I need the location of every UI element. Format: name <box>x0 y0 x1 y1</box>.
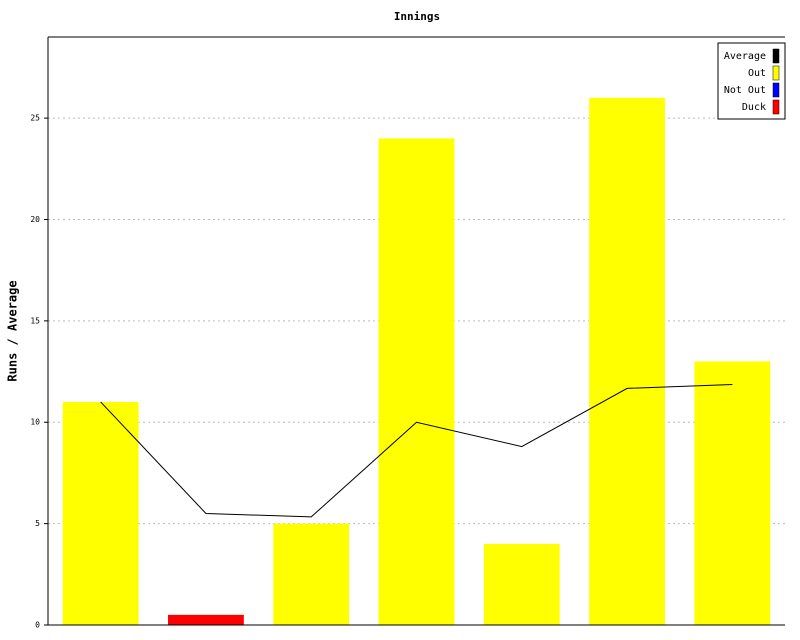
y-tick-label: 20 <box>30 215 40 224</box>
y-tick-label: 25 <box>30 114 40 123</box>
legend-label: Out <box>748 68 766 79</box>
bar <box>694 361 771 625</box>
legend-label: Not Out <box>724 85 766 96</box>
y-tick-label: 15 <box>30 316 40 325</box>
legend-swatch <box>772 99 780 115</box>
y-tick-label: 0 <box>35 621 40 630</box>
bar <box>273 523 350 625</box>
y-tick-label: 10 <box>30 418 40 427</box>
bar <box>589 97 665 626</box>
legend-swatch <box>772 82 780 98</box>
average-line <box>100 384 733 518</box>
legend: Average Out Not Out Duck <box>717 42 786 120</box>
legend-label: Average <box>724 51 766 62</box>
legend-swatch <box>772 48 780 64</box>
chart-title: Innings <box>394 10 440 23</box>
legend-swatch <box>772 65 780 81</box>
y-axis-label: Runs / Average <box>6 280 20 381</box>
bar <box>378 138 455 625</box>
bar <box>168 614 244 625</box>
y-tick-label: 5 <box>35 519 40 528</box>
legend-label: Duck <box>742 102 766 113</box>
bar <box>483 543 560 625</box>
bar <box>62 401 139 625</box>
